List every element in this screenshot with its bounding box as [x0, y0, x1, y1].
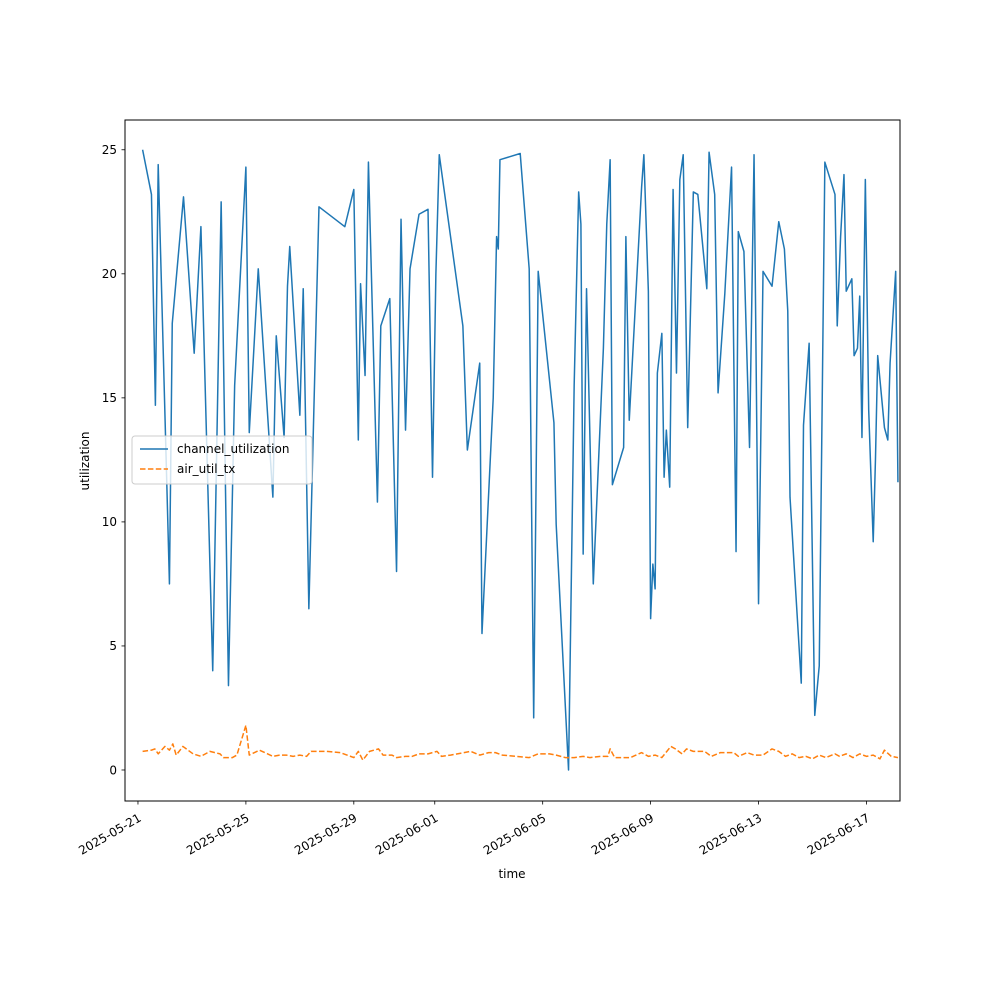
x-tick-label: 2025-05-29	[292, 811, 359, 858]
y-tick-label: 15	[102, 391, 117, 405]
legend-box	[131, 435, 313, 485]
y-axis-label: utilization	[78, 432, 92, 491]
x-tick-label: 2025-05-21	[76, 811, 143, 858]
legend-label-air-util-tx: air_util_tx	[177, 462, 235, 476]
legend: channel_utilization air_util_tx	[131, 435, 313, 485]
plot-lines	[141, 149, 899, 771]
legend-label-channel-utilization: channel_utilization	[177, 442, 289, 456]
y-tick-label: 5	[109, 639, 117, 653]
x-axis: 2025-05-21 2025-05-25 2025-05-29 2025-06-01…	[76, 801, 872, 858]
series-line-air-util-tx	[142, 724, 899, 761]
series-line-channel-utilization	[141, 149, 899, 771]
y-axis: 0 5 10 15 20 25	[102, 143, 125, 777]
x-tick-label: 2025-06-01	[373, 811, 440, 858]
plot-frame	[124, 119, 901, 802]
x-tick-label: 2025-06-05	[481, 811, 548, 858]
y-tick-label: 25	[102, 143, 117, 157]
x-axis-label: time	[498, 867, 525, 881]
x-tick-label: 2025-06-13	[697, 811, 764, 858]
x-tick-label: 2025-06-09	[589, 811, 656, 858]
y-tick-label: 20	[102, 267, 117, 281]
x-tick-label: 2025-05-25	[184, 811, 251, 858]
y-tick-label: 0	[109, 763, 117, 777]
x-tick-label: 2025-06-17	[805, 811, 872, 858]
y-tick-label: 10	[102, 515, 117, 529]
